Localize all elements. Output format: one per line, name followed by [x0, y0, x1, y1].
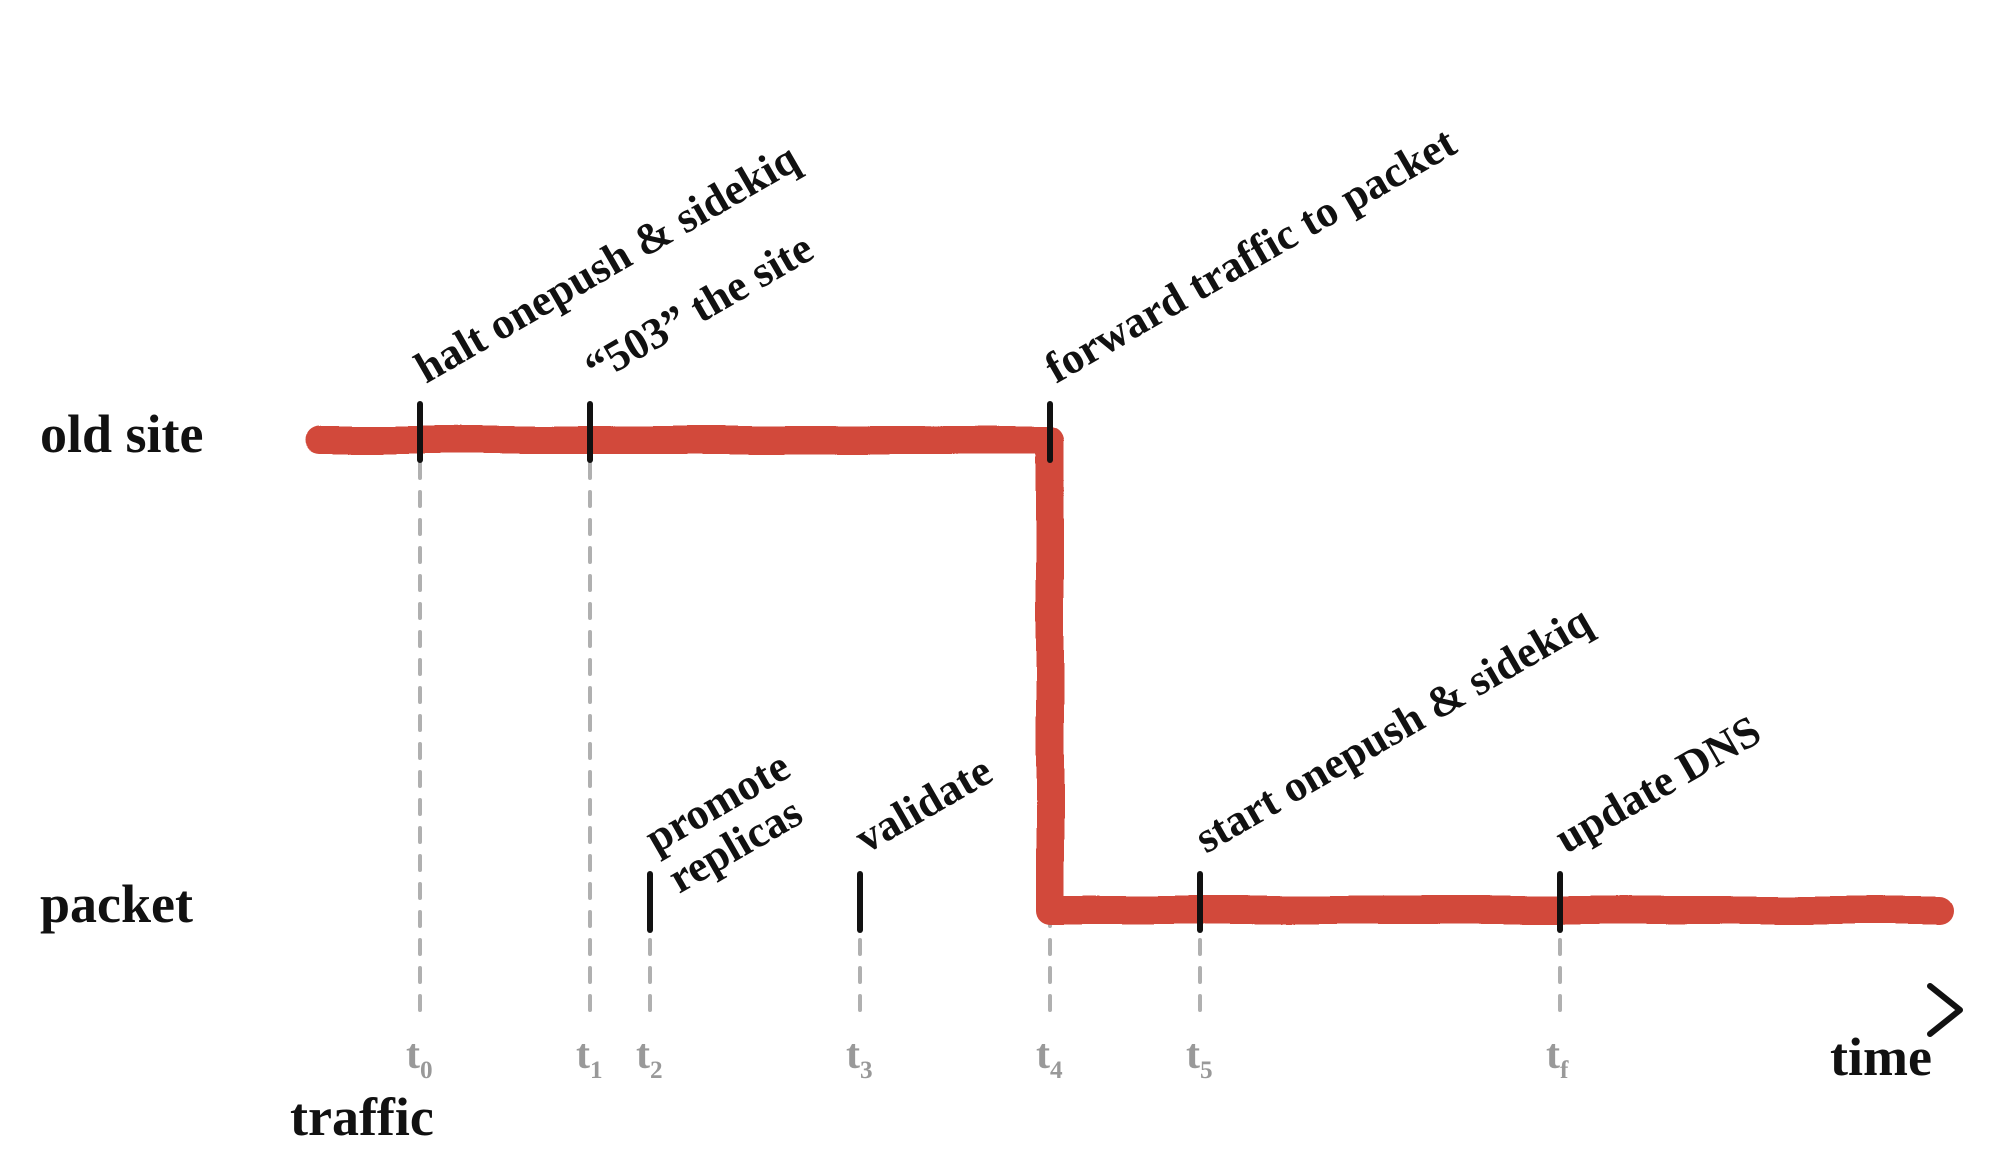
- event-label-validate: validate: [847, 746, 1001, 863]
- event-label-forward: forward traffic to packet: [1037, 117, 1465, 392]
- tick-label-t3: t3: [846, 1032, 873, 1084]
- event-label-start: start onepush & sidekiq: [1187, 596, 1601, 863]
- tick-label-t2: t2: [636, 1032, 663, 1084]
- event-label-dns: update DNS: [1547, 706, 1769, 863]
- legend-label: traffic: [290, 1087, 434, 1147]
- label-time: time: [1830, 1027, 1932, 1087]
- tick-label-t0: t0: [406, 1032, 433, 1084]
- tick-label-t5: t5: [1186, 1032, 1213, 1084]
- traffic-path: [320, 440, 1940, 910]
- label-packet: packet: [40, 874, 193, 934]
- svg-text:forward traffic to packet: forward traffic to packet: [1037, 117, 1465, 392]
- tick-labels: t0 t1 t2 t3 t4 t5 tf: [406, 1032, 1569, 1084]
- tick-label-t1: t1: [576, 1032, 603, 1084]
- svg-text:update DNS: update DNS: [1547, 706, 1769, 863]
- event-label-promote: promotereplicas: [637, 741, 821, 902]
- label-old-site: old site: [40, 404, 204, 464]
- tick-label-t4: t4: [1036, 1032, 1063, 1084]
- svg-text:start onepush & sidekiq: start onepush & sidekiq: [1187, 596, 1601, 863]
- svg-text:validate: validate: [847, 746, 1001, 863]
- svg-text:promotereplicas: promotereplicas: [637, 741, 821, 902]
- tick-label-tf: tf: [1546, 1032, 1569, 1084]
- events: halt onepush & sidekiq“503” the siteprom…: [407, 117, 1769, 930]
